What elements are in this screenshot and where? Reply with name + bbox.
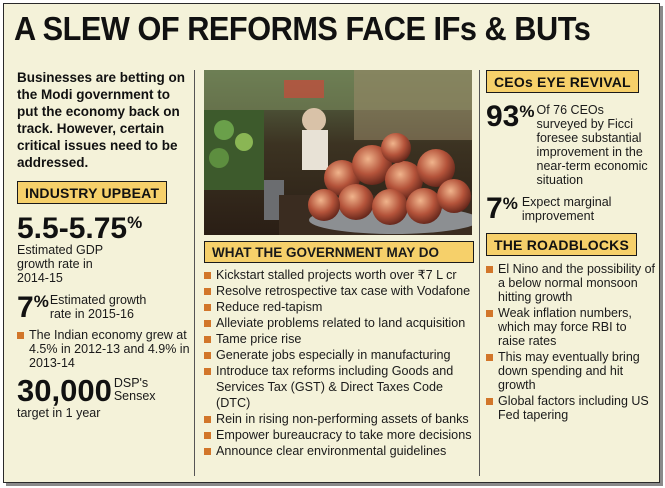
list-item: El Nino and the possibility of a below n…	[486, 262, 656, 304]
bullet-square-icon	[17, 332, 24, 339]
infographic-panel: A SLEW OF REFORMS FACE IFs & BUTs Busine…	[3, 3, 660, 483]
industry-upbeat-heading: INDUSTRY UPBEAT	[17, 181, 168, 204]
ceo-stat2-value: 7	[486, 192, 503, 225]
sensex-value: 30,000	[17, 373, 112, 408]
sensex-label-line1: DSP's	[113, 376, 149, 390]
growth-unit: %	[33, 292, 49, 311]
roadblocks-heading: THE ROADBLOCKS	[486, 233, 638, 256]
middle-column: WHAT THE GOVERNMENT MAY DO Kickstart sta…	[204, 70, 474, 459]
list-item: Global factors including US Fed tapering	[486, 394, 656, 422]
sensex-label-line2: Sensex	[113, 389, 156, 403]
left-column: Businesses are betting on the Modi gover…	[17, 69, 192, 420]
list-item: Tame price rise	[204, 331, 474, 347]
list-item: Generate jobs especially in manufacturin…	[204, 347, 474, 363]
ceo-stat1-text: Of 76 CEOs surveyed by Ficci foresee sub…	[536, 103, 648, 187]
column-divider-left	[194, 70, 195, 476]
roadblocks-list: El Nino and the possibility of a below n…	[486, 262, 656, 422]
ceo-stat1-value: 93	[486, 100, 520, 133]
sensex-label-line3: target in 1 year	[17, 406, 101, 420]
bullet-square-icon	[486, 310, 493, 317]
government-heading: WHAT THE GOVERNMENT MAY DO	[204, 241, 474, 263]
ceo-stat-7: 7 % Expect marginal improvement	[486, 192, 656, 225]
growth-value: 7	[17, 291, 34, 324]
ceo-stat1-unit: %	[519, 102, 535, 121]
list-item: Reduce red-tapism	[204, 299, 474, 315]
gdp-value: 5.5-5.75	[17, 212, 128, 245]
list-item: Empower bureaucracy to take more decisio…	[204, 427, 474, 443]
bullet-square-icon	[204, 416, 211, 423]
intro-text: Businesses are betting on the Modi gover…	[17, 70, 186, 170]
gdp-label: Estimated GDP growth rate in 2014-15	[17, 243, 103, 285]
bullet-square-icon	[486, 354, 493, 361]
ceos-heading: CEOs EYE REVIVAL	[486, 70, 639, 93]
bullet-square-icon	[486, 398, 493, 405]
bullet-square-icon	[204, 288, 211, 295]
economy-note: The Indian economy grew at 4.5% in 2012-…	[17, 328, 192, 370]
list-item: This may eventually bring down spending …	[486, 350, 656, 392]
gdp-unit: %	[127, 213, 143, 232]
onion-market-illustration	[204, 70, 472, 235]
bullet-square-icon	[204, 304, 211, 311]
list-item: Announce clear environmental guidelines	[204, 443, 474, 459]
government-action-list: Kickstart stalled projects worth over ₹7…	[204, 267, 474, 459]
list-item: Rein in rising non-performing assets of …	[204, 411, 474, 427]
right-column: CEOs EYE REVIVAL 93 % Of 76 CEOs surveye…	[486, 70, 656, 424]
bullet-square-icon	[204, 272, 211, 279]
ceo-stat2-unit: %	[502, 194, 518, 213]
headline: A SLEW OF REFORMS FACE IFs & BUTs	[14, 10, 591, 47]
list-item: Introduce tax reforms including Goods an…	[204, 363, 474, 411]
column-divider-right	[479, 70, 480, 476]
sensex-stat: 30,000 DSP's Sensex	[17, 375, 192, 406]
ceo-stat2-text: Expect marginal improvement	[521, 195, 612, 223]
growth-label-line1: Estimated growth	[49, 293, 147, 307]
list-item: Kickstart stalled projects worth over ₹7…	[204, 267, 474, 283]
growth-stat: 7 % Estimated growth rate in 2015-16	[17, 293, 192, 323]
growth-label-line2: rate in 2015-16	[49, 307, 134, 321]
bullet-square-icon	[204, 368, 211, 375]
bullet-square-icon	[204, 448, 211, 455]
bullet-square-icon	[204, 320, 211, 327]
list-item: Resolve retrospective tax case with Voda…	[204, 283, 474, 299]
bullet-square-icon	[204, 352, 211, 359]
ceo-stat-93: 93 % Of 76 CEOs surveyed by Ficci forese…	[486, 100, 656, 188]
economy-note-text: The Indian economy grew at 4.5% in 2012-…	[29, 328, 190, 370]
onion-market-photo	[204, 70, 472, 235]
list-item: Alleviate problems related to land acqui…	[204, 315, 474, 331]
bullet-square-icon	[204, 336, 211, 343]
bullet-square-icon	[486, 266, 493, 273]
gdp-stat: 5.5-5.75 % Estimated GDP growth rate in …	[17, 212, 192, 286]
list-item: Weak inflation numbers, which may force …	[486, 306, 656, 348]
bullet-square-icon	[204, 432, 211, 439]
